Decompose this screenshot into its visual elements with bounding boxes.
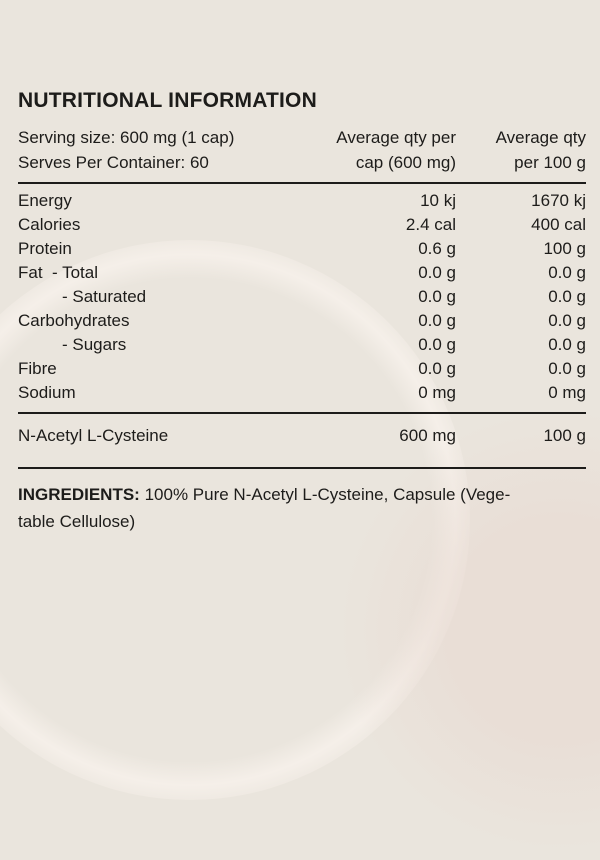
nutrient-table: Energy 10 kj 1670 kj Calories 2.4 cal 40… [18, 189, 586, 405]
table-row-carbohydrates: Carbohydrates 0.0 g 0.0 g [18, 311, 586, 330]
table-header: Serving size: 600 mg (1 cap) Serves Per … [18, 125, 586, 175]
table-row-n-acetyl-l-cysteine: N-Acetyl L-Cysteine 600 mg 100 g [18, 426, 586, 445]
ingredients-label: INGREDIENTS: [18, 485, 140, 504]
table-row-fat-total: Fat - Total 0.0 g 0.0 g [18, 263, 586, 282]
ingredients-line1: 100% Pure N-Acetyl L-Cysteine, Capsule (… [144, 485, 511, 504]
serving-info: Serving size: 600 mg (1 cap) Serves Per … [18, 125, 306, 175]
ingredients-line2: table Cellulose) [18, 512, 136, 531]
table-row-sodium: Sodium 0 mg 0 mg [18, 383, 586, 402]
serves-per-container-text: Serves Per Container: 60 [18, 153, 209, 172]
table-row-sugars: - Sugars 0.0 g 0.0 g [62, 335, 586, 354]
nutrition-label: NUTRITIONAL INFORMATION Serving size: 60… [18, 90, 586, 535]
serving-size-text: Serving size: 600 mg (1 cap) [18, 128, 235, 147]
column-header-per-100g: Average qty per 100 g [495, 128, 586, 172]
divider-middle [18, 412, 586, 414]
divider-bottom [18, 467, 586, 469]
table-row-energy: Energy 10 kj 1670 kj [18, 191, 586, 210]
column-header-per-cap: Average qty per cap (600 mg) [336, 128, 456, 172]
ingredients-text: INGREDIENTS: 100% Pure N-Acetyl L-Cystei… [18, 481, 586, 535]
table-row-calories: Calories 2.4 cal 400 cal [18, 215, 586, 234]
table-row-fat-saturated: - Saturated 0.0 g 0.0 g [62, 287, 586, 306]
divider-top [18, 182, 586, 184]
page-title: NUTRITIONAL INFORMATION [18, 89, 317, 112]
table-row-fibre: Fibre 0.0 g 0.0 g [18, 359, 586, 378]
table-row-protein: Protein 0.6 g 100 g [18, 239, 586, 258]
